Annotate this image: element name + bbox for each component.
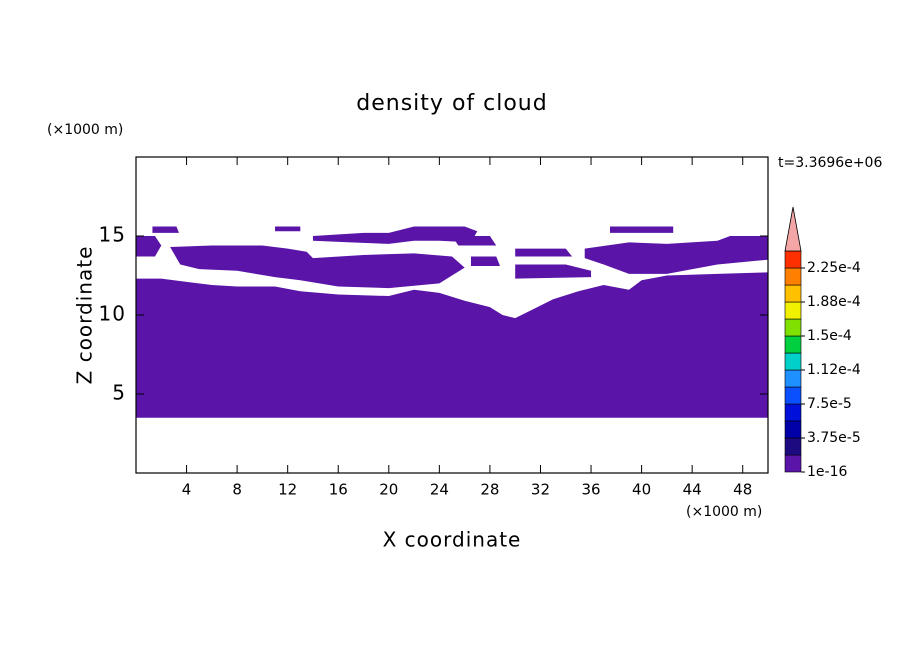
- colorbar-band: [784, 301, 802, 320]
- time-annotation: t=3.3696e+06: [778, 155, 882, 171]
- cloud-region: [275, 226, 301, 232]
- cloud-region: [452, 236, 497, 246]
- x-tick-label: 32: [531, 481, 550, 499]
- cloud-region: [136, 272, 768, 418]
- colorbar-band: [784, 318, 802, 337]
- colorbar-extend: [784, 206, 802, 252]
- x-tick-label: 8: [232, 481, 242, 499]
- colorbar-band: [784, 352, 802, 371]
- y-unit: (×1000 m): [47, 122, 123, 138]
- cloud-region: [515, 248, 573, 257]
- colorbar-band: [784, 284, 802, 303]
- y-tick-label: 5: [112, 381, 126, 405]
- colorbar-band: [784, 267, 802, 286]
- colorbar-tick-label: 2.25e-4: [807, 260, 861, 276]
- colorbar-tick-label: 3.75e-5: [807, 430, 861, 446]
- x-tick-label: 12: [278, 481, 297, 499]
- cloud-region: [152, 226, 179, 233]
- y-tick-label: 10: [99, 302, 126, 326]
- cloud-region: [515, 264, 592, 279]
- cloud-region: [470, 256, 501, 267]
- colorbar-tick-label: 7.5e-5: [807, 396, 852, 412]
- x-tick-label: 40: [632, 481, 651, 499]
- x-tick-label: 20: [379, 481, 398, 499]
- colorbar-band: [784, 335, 802, 354]
- cloud-region: [584, 236, 768, 274]
- x-tick-label: 36: [581, 481, 600, 499]
- cloud-region: [170, 245, 465, 289]
- chart-title: density of cloud: [356, 91, 547, 116]
- x-tick-label: 16: [329, 481, 348, 499]
- cloud-region: [312, 226, 478, 244]
- colorbar-band: [784, 403, 802, 422]
- colorbar-tick-label: 1.88e-4: [807, 294, 861, 310]
- x-tick-label: 28: [480, 481, 499, 499]
- cloud-region: [610, 226, 674, 233]
- y-tick-label: 15: [99, 223, 126, 247]
- plot-area: [136, 226, 768, 418]
- x-tick-label: 4: [182, 481, 192, 499]
- colorbar-band: [784, 420, 802, 439]
- x-tick-label: 44: [683, 481, 702, 499]
- colorbar-tick-label: 1e-16: [807, 464, 847, 480]
- x-tick-label: 48: [733, 481, 752, 499]
- x-tick-label: 24: [430, 481, 449, 499]
- x-unit: (×1000 m): [686, 504, 762, 520]
- colorbar-band: [784, 454, 802, 473]
- y-axis-label: Z coordinate: [73, 246, 97, 385]
- colorbar-tick-label: 1.12e-4: [807, 362, 861, 378]
- colorbar-band: [784, 437, 802, 456]
- colorbar-band: [784, 250, 802, 269]
- x-axis-label: X coordinate: [383, 528, 522, 552]
- colorbar-band: [784, 386, 802, 405]
- colorbar-tick-label: 1.5e-4: [807, 328, 852, 344]
- cloud-region: [136, 236, 162, 257]
- colorbar-band: [784, 369, 802, 388]
